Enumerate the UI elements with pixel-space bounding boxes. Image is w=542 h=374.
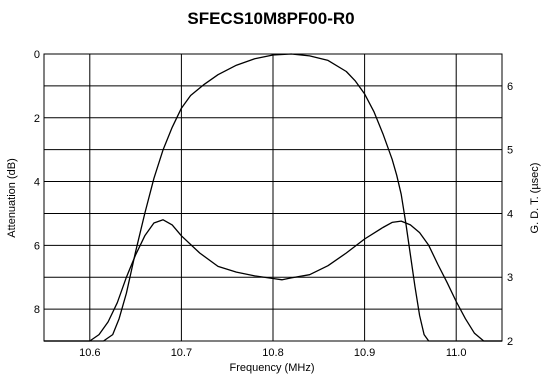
x-tick-label: 11.0 <box>446 347 467 359</box>
y-left-tick-label: 6 <box>34 240 40 252</box>
y-right-tick-label: 4 <box>507 208 513 220</box>
x-axis-label: Frequency (MHz) <box>230 362 315 374</box>
y-left-tick-label: 0 <box>34 49 40 61</box>
grid <box>44 54 502 341</box>
y-left-tick-label: 4 <box>34 177 40 189</box>
y-right-tick-label: 2 <box>507 336 513 348</box>
y-left-tick-labels: 0 2 4 6 8 <box>34 49 40 316</box>
y-left-axis-label: Attenuation (dB) <box>6 158 18 238</box>
y-right-tick-labels: 2 3 4 5 6 <box>507 81 513 348</box>
y-left-tick-label: 8 <box>34 304 40 316</box>
x-tick-label: 10.7 <box>171 347 192 359</box>
y-right-tick-label: 6 <box>507 81 513 93</box>
y-left-tick-label: 2 <box>34 113 40 125</box>
y-right-axis-label: G. D. T. (µsec) <box>529 163 541 234</box>
x-tick-label: 10.8 <box>262 347 283 359</box>
y-right-tick-label: 5 <box>507 145 513 157</box>
series-lines <box>44 53 502 342</box>
x-tick-label: 10.6 <box>79 347 100 359</box>
plot-frame <box>43 53 503 342</box>
series-line-gdt <box>44 219 502 342</box>
x-tick-label: 10.9 <box>354 347 375 359</box>
y-right-tick-label: 3 <box>507 272 513 284</box>
series-line-attenuation <box>44 53 502 342</box>
chart-title: SFECS10M8PF00-R0 <box>187 9 354 28</box>
x-tick-labels: 10.6 10.7 10.8 10.9 11.0 <box>79 347 466 359</box>
